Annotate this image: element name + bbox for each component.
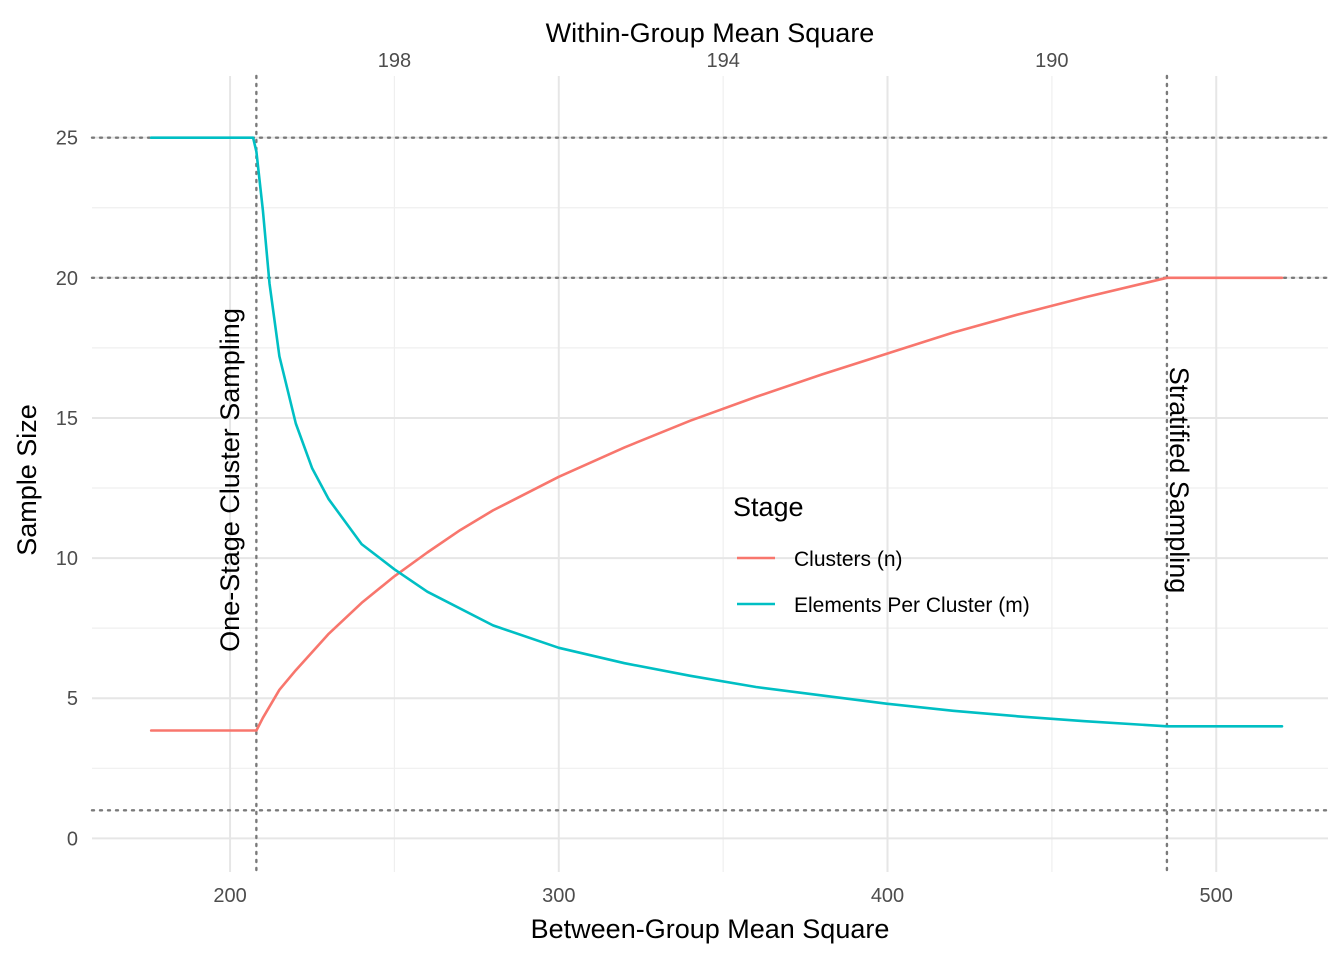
series-lines — [149, 136, 1284, 732]
stratified-annotation: Stratified Sampling — [1164, 367, 1194, 594]
legend-title: Stage — [733, 492, 804, 522]
grid-major — [92, 76, 1328, 872]
series-line-elements-per-cluster — [149, 136, 1284, 728]
series-line-clusters — [149, 276, 1284, 732]
y-tick-label: 5 — [67, 688, 78, 710]
x-axis-title: Between-Group Mean Square — [531, 914, 890, 944]
y-tick-label: 10 — [56, 548, 78, 570]
x2-tick-labels: 198 194 190 — [378, 50, 1069, 72]
legend: Stage Clusters (n) Elements Per Cluster … — [733, 492, 1030, 617]
x-tick-label: 400 — [871, 885, 904, 907]
x-tick-label: 500 — [1200, 885, 1233, 907]
y-axis-title: Sample Size — [12, 404, 42, 556]
y-tick-labels: 0 5 10 15 20 25 — [56, 128, 78, 851]
y-tick-label: 15 — [56, 408, 78, 430]
x-tick-labels: 200 300 400 500 — [213, 885, 1233, 907]
x-tick-label: 200 — [213, 885, 246, 907]
x2-tick-label: 190 — [1035, 50, 1068, 72]
legend-label-elements: Elements Per Cluster (m) — [794, 594, 1030, 617]
x-tick-label: 300 — [542, 885, 575, 907]
reference-lines — [90, 74, 1330, 874]
top-axis-title: Within-Group Mean Square — [546, 18, 875, 48]
y-tick-label: 0 — [67, 828, 78, 850]
grid-minor — [92, 76, 1328, 872]
y-tick-label: 20 — [56, 268, 78, 290]
legend-label-clusters: Clusters (n) — [794, 548, 903, 571]
y-tick-label: 25 — [56, 128, 78, 150]
x2-tick-label: 198 — [378, 50, 411, 72]
x2-tick-label: 194 — [706, 50, 739, 72]
one-stage-annotation: One-Stage Cluster Sampling — [215, 308, 245, 652]
